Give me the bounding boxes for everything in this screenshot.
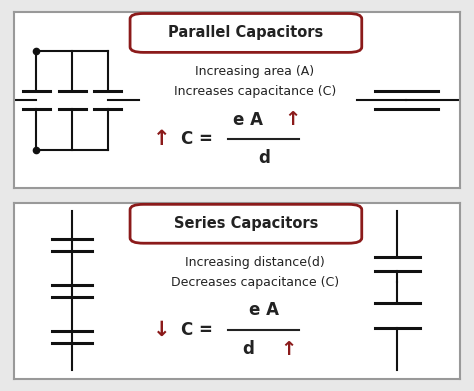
Text: ↑: ↑ — [280, 340, 296, 359]
Text: ↑: ↑ — [284, 110, 301, 129]
FancyBboxPatch shape — [130, 14, 362, 52]
Text: C =: C = — [181, 321, 213, 339]
Text: ↓: ↓ — [153, 320, 170, 340]
Text: d: d — [242, 340, 254, 358]
Text: e A: e A — [249, 301, 279, 319]
Text: ↑: ↑ — [153, 129, 170, 149]
Text: C =: C = — [181, 130, 213, 148]
Text: Increases capacitance (C): Increases capacitance (C) — [173, 85, 336, 98]
FancyBboxPatch shape — [130, 204, 362, 243]
Text: e A: e A — [233, 111, 263, 129]
Text: Increasing area (A): Increasing area (A) — [195, 65, 314, 78]
Text: d: d — [258, 149, 270, 167]
Text: Decreases capacitance (C): Decreases capacitance (C) — [171, 276, 339, 289]
Text: Parallel Capacitors: Parallel Capacitors — [168, 25, 324, 40]
Text: Increasing distance(d): Increasing distance(d) — [185, 256, 325, 269]
Text: Series Capacitors: Series Capacitors — [174, 216, 318, 231]
